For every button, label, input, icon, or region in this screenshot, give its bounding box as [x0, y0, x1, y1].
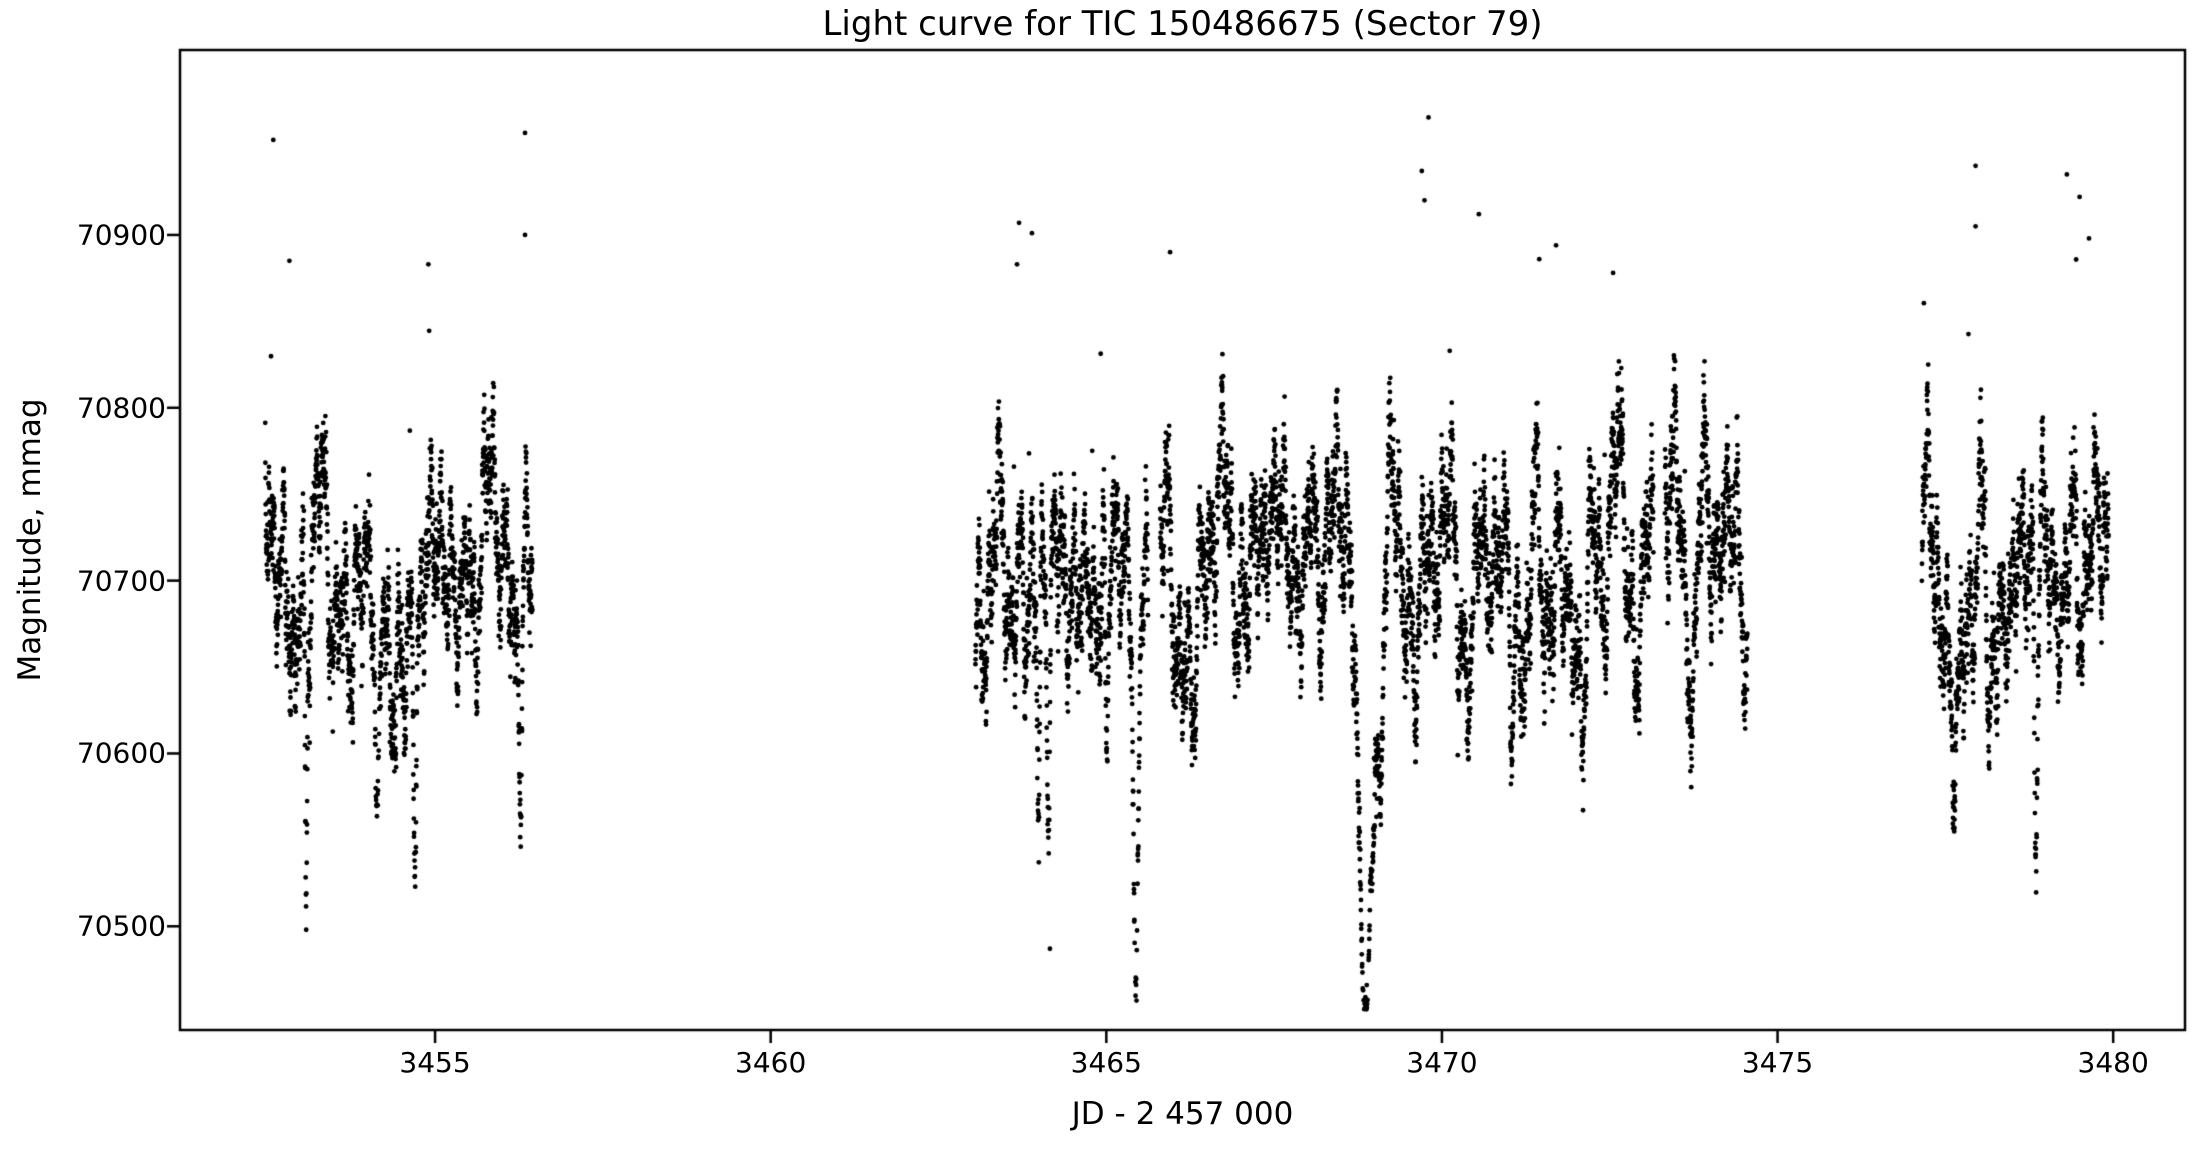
chart-title: Light curve for TIC 150486675 (Sector 79… — [822, 4, 1543, 44]
y-tick-label: 70500 — [76, 909, 166, 943]
x-tick-label: 3480 — [2077, 1046, 2149, 1079]
y-tick-label: 70900 — [76, 218, 166, 252]
y-tick-label: 70800 — [76, 391, 166, 425]
x-tick-label: 3470 — [1406, 1046, 1478, 1079]
x-tick-label: 3460 — [735, 1046, 807, 1079]
y-axis-label: Magnitude, mmag — [12, 398, 48, 682]
y-tick-label: 70700 — [76, 564, 166, 598]
y-tick-label: 70600 — [76, 736, 166, 770]
x-tick-label: 3455 — [399, 1046, 471, 1079]
x-axis-label: JD - 2 457 000 — [1071, 1096, 1294, 1132]
x-tick-label: 3465 — [1070, 1046, 1142, 1079]
x-tick-label: 3475 — [1741, 1046, 1814, 1079]
